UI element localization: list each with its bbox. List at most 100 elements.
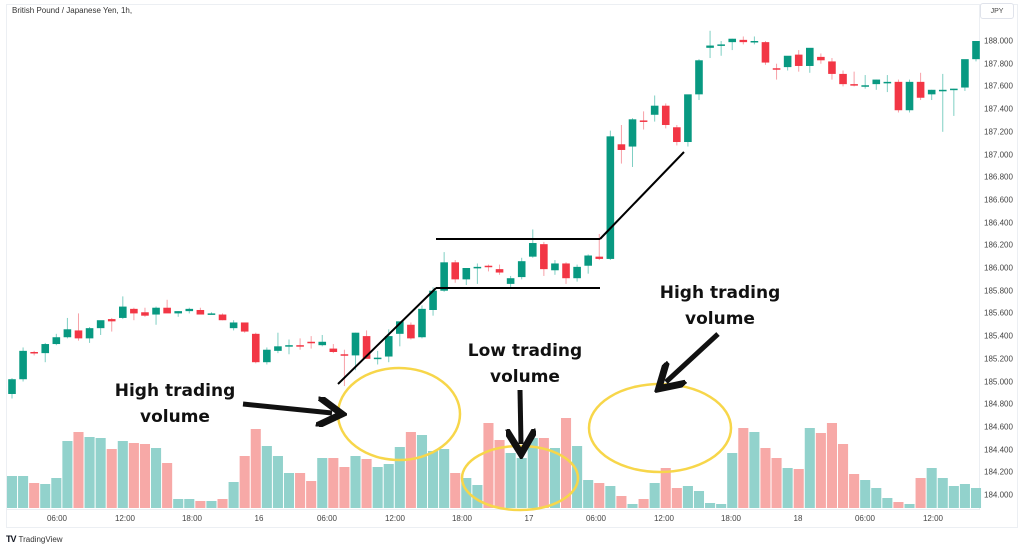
volume-bar — [405, 432, 416, 508]
volume-bar — [283, 473, 295, 508]
price-tick: 185.000 — [984, 377, 1013, 386]
volume-bar — [671, 488, 682, 508]
volume-bar — [782, 468, 793, 508]
price-tick: 187.200 — [984, 127, 1013, 137]
volume-bar — [18, 476, 29, 508]
candle-body — [872, 79, 881, 85]
volume-bar — [649, 483, 660, 508]
candle-body — [96, 320, 105, 329]
volume-bar — [173, 499, 184, 508]
volume-bar — [73, 432, 84, 508]
time-tick: 18:00 — [720, 514, 742, 523]
volume-bar — [95, 438, 106, 508]
volume-bar — [117, 441, 128, 508]
candle-body — [794, 54, 803, 66]
candle-body — [761, 42, 770, 63]
volume-bar — [660, 468, 671, 508]
volume-bar — [295, 473, 306, 508]
volume-bar — [904, 504, 915, 508]
volume-bar — [306, 481, 317, 508]
volume-bar — [361, 459, 372, 508]
candle-body — [916, 81, 925, 98]
price-tick: 185.800 — [984, 286, 1013, 296]
candle-body — [274, 346, 282, 351]
candle-body — [961, 59, 969, 88]
candle-body — [240, 322, 249, 332]
volume-bar — [195, 501, 206, 508]
candle-body — [207, 313, 216, 315]
annotation-arrow-icon — [666, 332, 720, 382]
volume-bar — [826, 423, 837, 508]
volume-bar — [439, 449, 450, 508]
volume-bar — [383, 464, 394, 508]
volume-bar — [416, 435, 428, 508]
candle-body — [628, 119, 637, 147]
candle-body — [196, 309, 205, 315]
volume-bar — [727, 453, 738, 508]
time-tick: 06:00 — [316, 514, 338, 523]
volume-bar — [937, 478, 948, 508]
candle-body — [673, 127, 681, 143]
candle-body — [451, 262, 460, 280]
volume-bar — [948, 486, 959, 508]
candle-body — [74, 330, 83, 339]
volume-bar — [749, 432, 760, 508]
volume-bar — [51, 478, 62, 508]
volume-bar — [40, 484, 51, 508]
candle-body — [396, 321, 404, 334]
candle-body — [163, 307, 171, 314]
price-tick: 186.400 — [984, 218, 1013, 228]
price-tick: 188.000 — [984, 36, 1013, 46]
candle-body — [661, 105, 670, 125]
candle-body — [119, 306, 127, 318]
volume-bar — [184, 499, 195, 508]
volume-bar — [6, 476, 18, 508]
candle-body — [817, 56, 825, 61]
candle-body — [141, 312, 149, 316]
candle-body — [440, 262, 448, 291]
price-tick: 186.000 — [984, 263, 1013, 273]
volume-bar — [394, 447, 405, 508]
annotation-line1: High trading — [659, 283, 781, 303]
volume-bar — [151, 448, 162, 508]
candle-body — [562, 263, 570, 279]
volume-bar — [970, 488, 982, 508]
tradingview-logo[interactable]: TV TradingView — [6, 534, 63, 544]
volume-bar — [560, 418, 572, 508]
candle-body — [218, 314, 227, 321]
annotation-line2: volume — [685, 309, 755, 329]
candle-body — [861, 85, 869, 87]
price-tick: 187.800 — [984, 59, 1013, 69]
price-tick: 184.800 — [984, 399, 1013, 409]
volume-highlight-ellipse — [587, 382, 733, 474]
volume-bar — [804, 428, 815, 508]
candle-body — [927, 89, 936, 95]
annotation-arrow-icon — [520, 389, 521, 444]
price-tick: 187.000 — [984, 150, 1013, 159]
volume-bar — [638, 499, 649, 508]
volume-bar — [738, 428, 749, 508]
price-tick: 186.800 — [984, 172, 1013, 182]
candle-body — [684, 94, 692, 143]
volume-bar — [139, 444, 151, 508]
candle-body — [285, 345, 293, 347]
time-tick: 18:00 — [181, 514, 203, 523]
annotation-high-volume-left: High trading volume — [100, 378, 250, 430]
candle-body — [484, 265, 493, 268]
candle-body — [429, 290, 437, 310]
volume-bar — [705, 503, 716, 508]
candle-body — [495, 269, 504, 273]
volume-bar — [272, 456, 283, 508]
volume-bar — [428, 451, 439, 508]
price-tick: 185.400 — [984, 331, 1013, 341]
volume-bar — [882, 498, 893, 508]
annotation-line1: High trading — [114, 381, 236, 401]
volume-bar — [250, 429, 261, 508]
candle-body — [783, 55, 792, 68]
currency-button[interactable]: JPY — [980, 3, 1014, 19]
volume-bar — [860, 480, 871, 508]
volume-bar — [261, 446, 272, 508]
candle-body — [606, 136, 615, 259]
volume-bar — [605, 486, 616, 508]
